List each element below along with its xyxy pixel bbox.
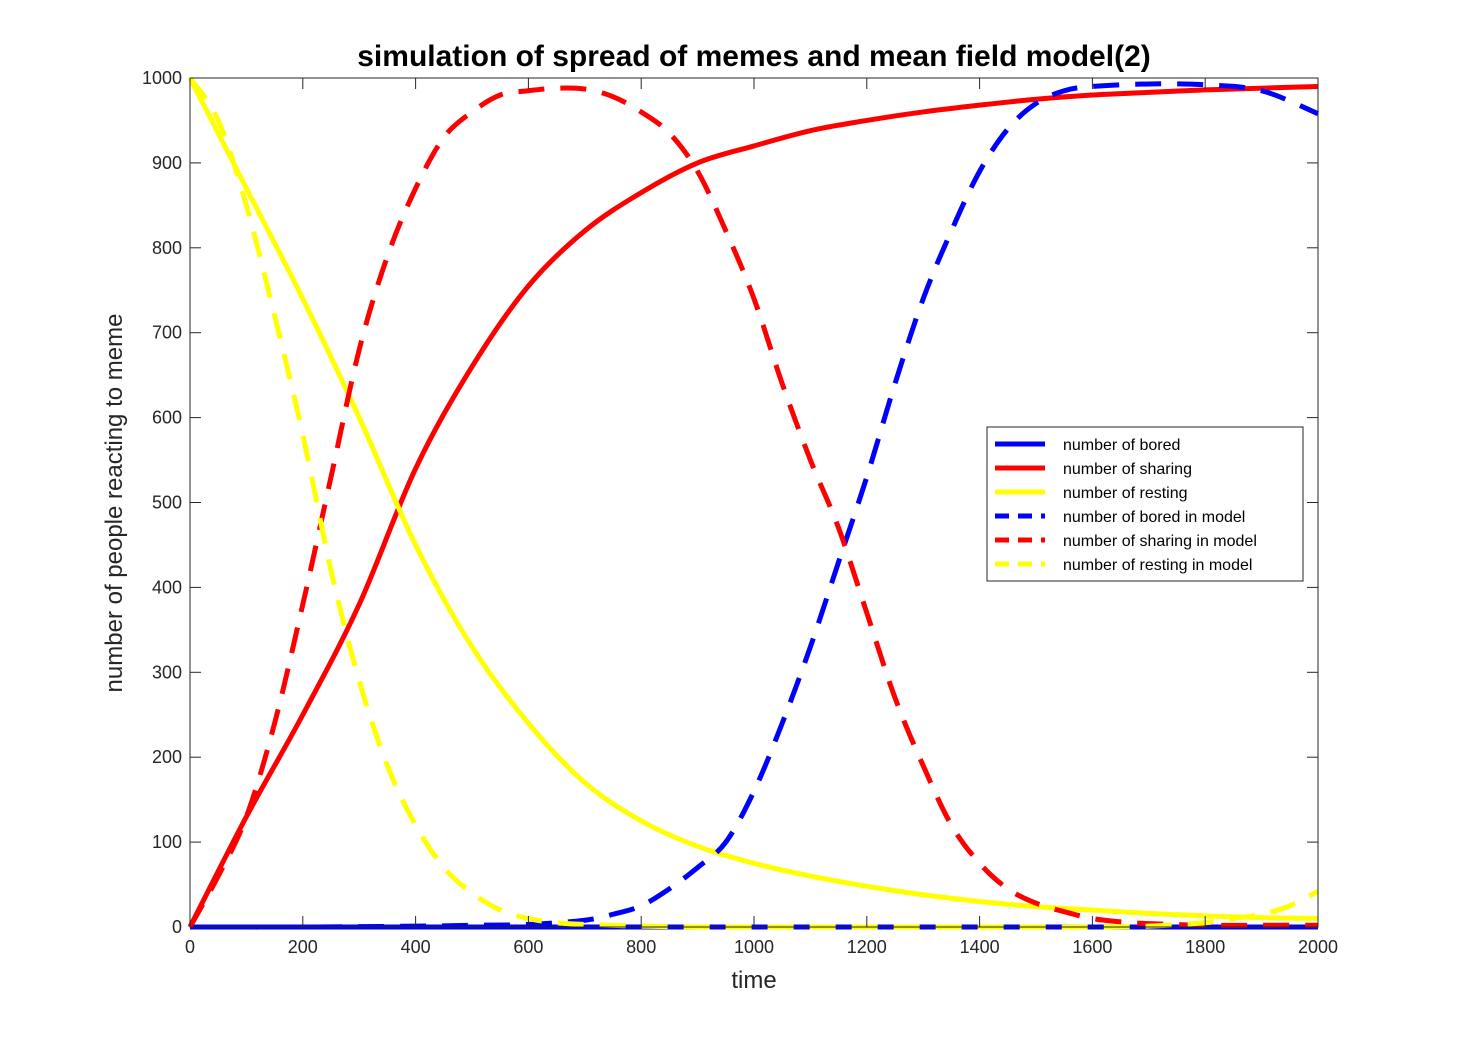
y-tick-label: 700: [152, 323, 182, 343]
x-tick-label: 200: [288, 937, 318, 957]
chart-title: simulation of spread of memes and mean f…: [357, 40, 1151, 73]
series-line-number-of-sharing-in-model: [187, 85, 1318, 929]
legend-label: number of resting in model: [1063, 557, 1252, 574]
legend: number of bored number of sharing number o…: [986, 426, 1304, 582]
y-tick-label: 800: [152, 238, 182, 258]
x-tick-label: 1600: [1072, 937, 1112, 957]
y-tick-label: 0: [172, 917, 182, 937]
y-tick-label: 100: [152, 832, 182, 852]
legend-label: number of bored: [1063, 437, 1180, 454]
x-tick-label: 1200: [847, 937, 887, 957]
series-line-number-of-sharing: [187, 83, 1319, 929]
x-tick-label: 600: [513, 937, 543, 957]
y-tick-label: 200: [152, 747, 182, 767]
series-line-number-of-resting: [187, 76, 1319, 922]
x-tick-label: 1800: [1185, 937, 1225, 957]
x-tick-label: 0: [185, 937, 195, 957]
legend-label: number of sharing in model: [1063, 533, 1257, 550]
x-tick-label: 1400: [960, 937, 1000, 957]
series-line-number-of-bored-in-model: [189, 81, 1319, 930]
legend-label: number of sharing: [1063, 461, 1192, 478]
x-tick-label: 400: [401, 937, 431, 957]
y-tick-label: 300: [152, 662, 182, 682]
series-line-number-of-resting-in-model: [187, 76, 1320, 930]
x-tick-label: 2000: [1298, 937, 1338, 957]
x-tick-label: 800: [626, 937, 656, 957]
y-axis-ticks: 0 100 200 300 400 500 600 700 800 900 1000: [142, 68, 1318, 937]
y-tick-label: 400: [152, 577, 182, 597]
legend-label: number of resting: [1063, 485, 1188, 502]
y-tick-label: 1000: [142, 68, 182, 88]
x-tick-label: 1000: [734, 937, 774, 957]
y-tick-label: 900: [152, 153, 182, 173]
y-tick-label: 500: [152, 493, 182, 513]
y-tick-label: 600: [152, 408, 182, 428]
x-axis-ticks: 0 200 400 600 800 1000 1200 1400 1600 1800 2000: [185, 78, 1338, 957]
y-axis-label: number of people reacting to meme: [101, 314, 128, 693]
legend-box: [986, 426, 1304, 582]
legend-label: number of bored in model: [1063, 509, 1245, 526]
x-axis-label: time: [731, 967, 776, 994]
